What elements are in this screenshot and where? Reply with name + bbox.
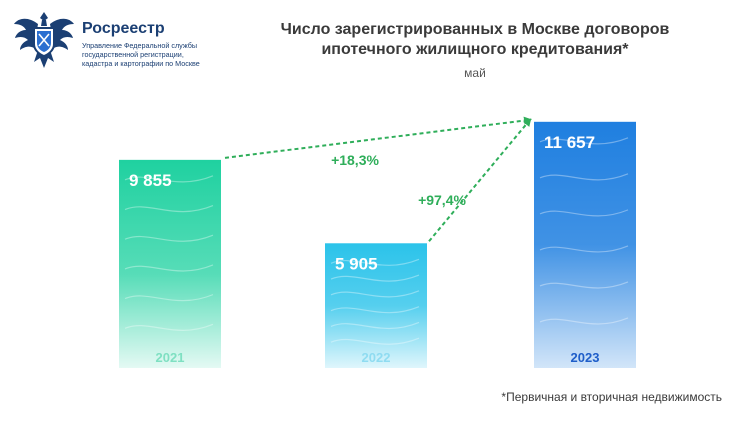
bar-contour-decoration [124,323,214,331]
value-label-2023: 11 657 [544,133,595,152]
org-subtitle-line-3: кадастра и картографии по Москве [82,59,200,69]
bar-contour-decoration [124,204,214,213]
growth-annotation-1: +18,3% [331,152,379,168]
category-label-2021: 2021 [156,350,185,365]
growth-arrow-1 [224,116,532,159]
growth-annotation-2: +97,4% [418,192,466,208]
org-subtitle-line-1: Управление Федеральной службы [82,41,197,50]
bar-contour-decoration [330,321,420,330]
bar-contour-decoration [124,175,214,183]
bar-2023 [534,121,636,368]
bar-contour-decoration [330,337,420,345]
org-subtitle-line-2: государственной регистрации, [82,50,184,60]
bar-contour-decoration [330,258,420,266]
bar-contour-decoration [330,290,420,298]
bar-contour-decoration [539,317,629,325]
bar-contour-decoration [124,234,214,242]
footnote: *Первичная и вторичная недвижимость [501,390,722,404]
bar-contour-decoration [539,281,629,289]
value-label-2022: 5 905 [335,254,378,273]
category-label-2023: 2023 [571,350,600,365]
growth-arrow-2 [428,118,532,242]
org-name: Росреестр [82,20,165,37]
bar-2021 [119,159,221,368]
org-subtitle: Управление Федеральной службы государств… [82,41,222,69]
rosreestr-eagle-logo [14,12,74,68]
bar-contour-decoration [539,209,629,217]
bar-2022 [325,243,427,368]
bar-contour-decoration [124,264,214,272]
bar-contour-decoration [539,245,629,253]
chart-title: Число зарегистрированных в Москве догово… [280,21,670,58]
bar-contour-decoration [330,274,420,282]
chart-subtitle: май [464,66,486,80]
category-label-2022: 2022 [362,350,391,365]
bar-contour-decoration [330,306,420,314]
bar-contour-decoration [124,294,214,302]
value-label-2021: 9 855 [129,171,172,190]
bar-contour-decoration [539,137,629,145]
bar-contour-decoration [539,173,629,181]
